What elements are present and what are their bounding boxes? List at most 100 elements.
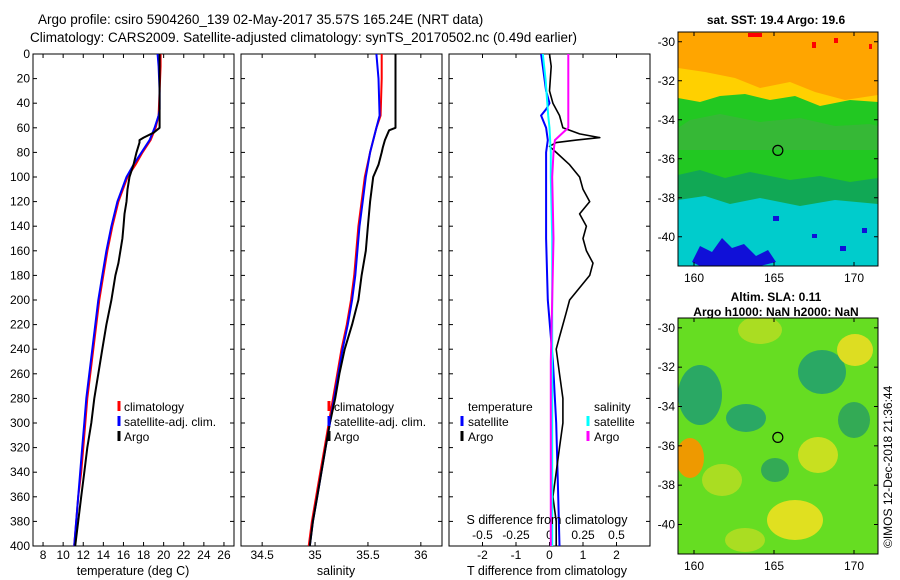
diff-legend-sal-satellite: satellite <box>594 415 635 429</box>
sla-map-header-line1: Altim. SLA: 0.11 <box>731 290 822 304</box>
salinity-legend-satellite: satellite-adj. clim. <box>334 415 426 429</box>
temperature-yticks: 0 20 40 60 80 100 120 140 160 180 200 220 240 260 280 3… <box>10 47 234 553</box>
difference-lines <box>540 54 601 546</box>
sst-map-xtick-label: 165 <box>764 271 784 285</box>
sla-map-ticks: 160 165 170 -30 -32 -34 -36 -38 -40 <box>658 318 878 573</box>
temperature-xtick-label: 12 <box>77 548 91 562</box>
difference-xtick-label: -2 <box>477 548 488 562</box>
temperature-ytick-label: 360 <box>10 490 30 504</box>
temperature-ytick-label: 380 <box>10 514 30 528</box>
sst-map-header: sat. SST: 19.4 Argo: 19.6 <box>707 13 846 27</box>
sla-map-ytick-label: -38 <box>658 478 676 492</box>
imos-watermark: ©IMOS 12-Dec-2018 21:36:44 <box>881 385 895 548</box>
difference-xtick-label: 0 <box>546 548 553 562</box>
temperature-axes-frame <box>32 53 235 547</box>
diff-legend-temp-header: temperature <box>468 400 533 414</box>
difference-sal-argo-line <box>549 54 570 546</box>
sst-map-panel: sat. SST: 19.4 Argo: 19.6 160 165 170 -30 -3… <box>658 13 879 285</box>
difference-yticks <box>449 53 650 547</box>
temperature-lines <box>73 54 162 546</box>
difference-x2tick-label: -0.5 <box>472 528 493 542</box>
temperature-ytick-label: 100 <box>10 170 30 184</box>
temperature-xlabel: temperature (deg C) <box>77 564 190 578</box>
temperature-xtick-label: 24 <box>197 548 211 562</box>
temperature-ytick-label: 40 <box>17 96 31 110</box>
sst-map-ytick-label: -32 <box>658 74 676 88</box>
temperature-xtick-label: 20 <box>157 548 171 562</box>
sla-map-frame <box>677 317 879 555</box>
salinity-xtick-label: 35.5 <box>356 548 380 562</box>
temperature-xtick-label: 10 <box>56 548 70 562</box>
salinity-legend: climatology satellite-adj. clim. Argo <box>327 400 426 444</box>
temperature-legend: climatology satellite-adj. clim. Argo <box>117 400 216 444</box>
difference-panel: -2 -1 0 1 2 -0.5 -0.25 0 0.25 0.5 S difference f… <box>448 53 651 578</box>
sst-map-xtick-label: 170 <box>844 271 864 285</box>
temperature-ytick-label: 60 <box>17 121 31 135</box>
salinity-legend-climatology: climatology <box>334 400 394 414</box>
temperature-ytick-label: 160 <box>10 244 30 258</box>
temperature-legend-argo: Argo <box>124 430 150 444</box>
temperature-xtick-label: 16 <box>117 548 131 562</box>
temperature-argo-line <box>74 54 161 546</box>
sla-map-ytick-label: -36 <box>658 439 676 453</box>
sla-map-argo-location-marker <box>772 431 784 443</box>
temperature-ytick-label: 120 <box>10 195 30 209</box>
temperature-xtick-label: 14 <box>97 548 111 562</box>
sst-map-ticks: 160 165 170 -30 -32 -34 -36 -38 -40 <box>658 32 878 285</box>
sla-map-panel: Altim. SLA: 0.11 Argo h1000: NaN h2000: … <box>658 290 879 573</box>
temperature-ytick-label: 200 <box>10 293 30 307</box>
difference-x2tick-label: 0 <box>546 528 553 542</box>
temperature-xticks: 8 10 12 14 16 18 20 22 24 26 <box>40 54 231 562</box>
sst-map-frame <box>677 31 879 267</box>
salinity-axes-frame <box>240 53 443 547</box>
sst-map-ytick-label: -34 <box>658 113 676 127</box>
difference-sal-satellite-line <box>541 54 554 546</box>
difference-x2tick-label: -0.25 <box>502 528 530 542</box>
sla-map-xtick-label: 165 <box>764 559 784 573</box>
diff-legend-sal-header: salinity <box>594 400 631 414</box>
salinity-lines <box>307 54 397 546</box>
difference-xlabel: T difference from climatology <box>467 564 628 578</box>
sla-map-ytick-label: -34 <box>658 400 676 414</box>
difference-x2ticks: -0.5 -0.25 0 0.25 0.5 <box>472 528 625 542</box>
temperature-ytick-label: 140 <box>10 219 30 233</box>
salinity-yticks <box>241 53 442 547</box>
salinity-panel: 34.5 35 35.5 36 salinity climatology satell… <box>240 53 443 578</box>
diff-legend-temp-argo: Argo <box>468 430 494 444</box>
temperature-ytick-label: 320 <box>10 441 30 455</box>
temperature-xtick-label: 18 <box>137 548 151 562</box>
diff-legend-temp-satellite: satellite <box>468 415 509 429</box>
difference-xtick-label: -1 <box>511 548 522 562</box>
temperature-ytick-label: 80 <box>17 145 31 159</box>
salinity-legend-argo: Argo <box>334 430 360 444</box>
sla-map-xtick-label: 160 <box>684 559 704 573</box>
temperature-ytick-label: 240 <box>10 342 30 356</box>
temperature-legend-satellite: satellite-adj. clim. <box>124 415 216 429</box>
sla-map-header-line2: Argo h1000: NaN h2000: NaN <box>693 305 858 319</box>
sst-map-argo-location-marker <box>772 144 784 156</box>
sst-map-ytick-label: -30 <box>658 35 676 49</box>
temperature-ytick-label: 280 <box>10 391 30 405</box>
temperature-ytick-label: 260 <box>10 367 30 381</box>
sst-map-ytick-label: -40 <box>658 230 676 244</box>
difference-xtick-label: 2 <box>613 548 620 562</box>
difference-xtick-label: 1 <box>580 548 587 562</box>
title-line2: Climatology: CARS2009. Satellite-adjuste… <box>30 30 577 45</box>
temperature-ytick-label: 180 <box>10 268 30 282</box>
sla-map-ytick-label: -40 <box>658 518 676 532</box>
temperature-ytick-label: 220 <box>10 318 30 332</box>
salinity-xtick-label: 35 <box>308 548 322 562</box>
salinity-xlabel: salinity <box>317 564 356 578</box>
temperature-ytick-label: 400 <box>10 539 30 553</box>
difference-temp-argo-line <box>548 54 601 546</box>
temperature-ytick-label: 0 <box>23 47 30 61</box>
diff-legend-sal-argo: Argo <box>594 430 620 444</box>
temperature-ytick-label: 300 <box>10 416 30 430</box>
temperature-xtick-label: 26 <box>217 548 231 562</box>
temperature-panel: 0 20 40 60 80 100 120 140 160 180 200 220 240 260 280 3… <box>10 47 235 578</box>
sla-map-xtick-label: 170 <box>844 559 864 573</box>
sla-map-image <box>678 318 878 554</box>
sst-map-xtick-label: 160 <box>684 271 704 285</box>
difference-legend: temperature satellite Argo salinity sate… <box>460 400 635 444</box>
temperature-ytick-label: 340 <box>10 465 30 479</box>
